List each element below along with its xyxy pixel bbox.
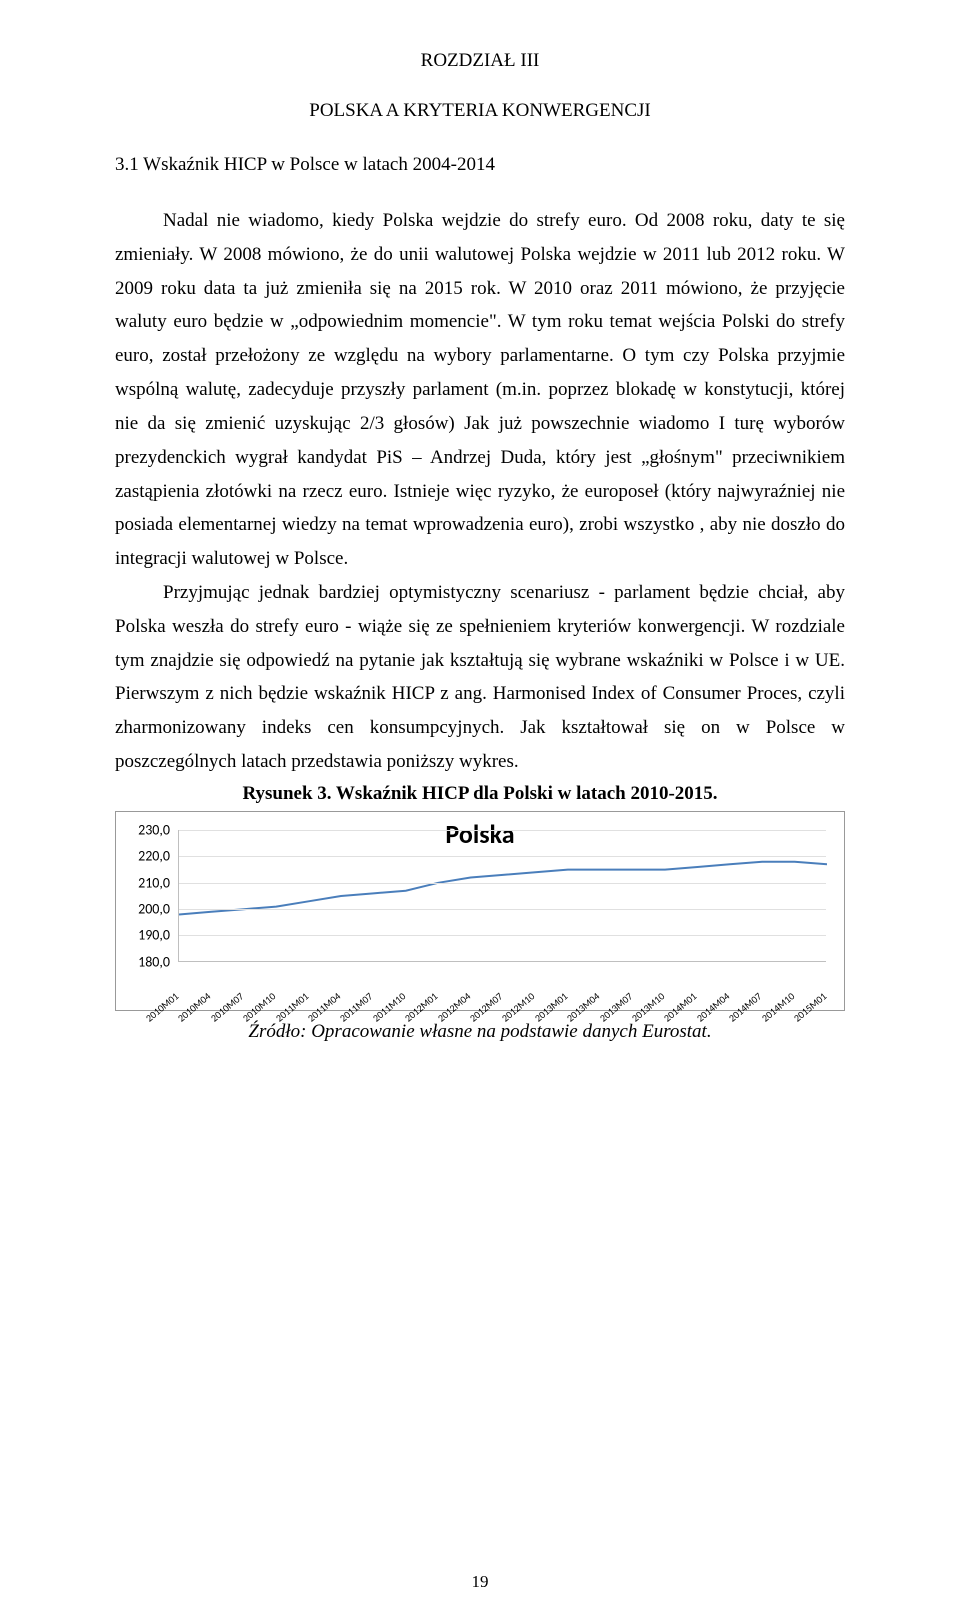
gridline (179, 830, 826, 831)
x-tick-label: 2010M04 (175, 989, 213, 1024)
y-tick-label: 220,0 (138, 848, 170, 865)
line-series (179, 830, 827, 962)
x-tick-label: 2010M10 (240, 989, 278, 1024)
x-tick-label: 2014M01 (661, 989, 699, 1024)
x-tick-label: 2010M07 (208, 989, 246, 1024)
gridline (179, 935, 826, 936)
page-number: 19 (0, 1572, 960, 1592)
x-tick-label: 2014M10 (759, 989, 797, 1024)
section-heading: 3.1 Wskaźnik HICP w Polsce w latach 2004… (115, 154, 845, 176)
x-tick-label: 2011M07 (337, 989, 375, 1024)
x-tick-label: 2013M04 (564, 989, 602, 1024)
gridline (179, 856, 826, 857)
y-tick-label: 180,0 (138, 953, 170, 970)
y-tick-label: 210,0 (138, 874, 170, 891)
x-tick-label: 2012M04 (435, 989, 473, 1024)
x-tick-label: 2011M10 (370, 989, 408, 1024)
x-tick-label: 2011M01 (273, 989, 311, 1024)
x-tick-label: 2013M01 (532, 989, 570, 1024)
x-tick-label: 2012M01 (402, 989, 440, 1024)
figure-source: Źródło: Opracowanie własne na podstawie … (115, 1021, 845, 1043)
gridline (179, 909, 826, 910)
gridline (179, 883, 826, 884)
x-tick-label: 2013M07 (597, 989, 635, 1024)
hicp-chart: Polska 230,0220,0210,0200,0190,0180,0 20… (115, 811, 845, 1011)
x-axis-labels: 2010M012010M042010M072010M102011M012011M… (178, 962, 826, 1010)
x-tick-label: 2013M10 (629, 989, 667, 1024)
x-tick-label: 2014M07 (726, 989, 764, 1024)
data-line (179, 862, 827, 915)
paragraph-2: Przyjmując jednak bardziej optymistyczny… (115, 576, 845, 779)
chapter-label: ROZDZIAŁ III (115, 50, 845, 72)
paragraph-1: Nadal nie wiadomo, kiedy Polska wejdzie … (115, 204, 845, 576)
x-tick-label: 2014M04 (694, 989, 732, 1024)
y-tick-label: 200,0 (138, 901, 170, 918)
figure-title: Rysunek 3. Wskaźnik HICP dla Polski w la… (115, 783, 845, 805)
x-tick-label: 2015M01 (791, 989, 829, 1024)
y-tick-label: 190,0 (138, 927, 170, 944)
chapter-subtitle: POLSKA A KRYTERIA KONWERGENCJI (115, 100, 845, 122)
x-tick-label: 2010M01 (143, 989, 181, 1024)
x-tick-label: 2012M07 (467, 989, 505, 1024)
y-axis-labels: 230,0220,0210,0200,0190,0180,0 (122, 830, 172, 962)
x-tick-label: 2012M10 (499, 989, 537, 1024)
plot-area (178, 830, 826, 962)
x-tick-label: 2011M04 (305, 989, 343, 1024)
y-tick-label: 230,0 (138, 821, 170, 838)
